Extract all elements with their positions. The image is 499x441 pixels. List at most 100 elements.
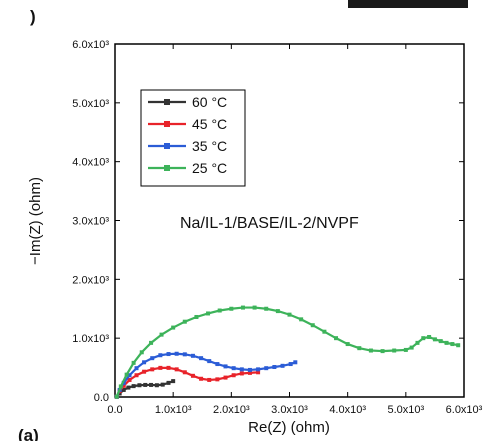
data-point: [174, 351, 179, 356]
data-point: [150, 367, 155, 372]
y-tick-label: 1.0x10³: [72, 333, 109, 345]
series-2: [114, 351, 298, 399]
data-point: [154, 383, 159, 388]
data-point: [126, 385, 131, 390]
legend-label: 25 °C: [192, 160, 227, 176]
data-point: [199, 376, 204, 381]
data-point: [215, 362, 220, 367]
x-tick-label: 2.0x10³: [213, 404, 250, 416]
data-point: [127, 373, 132, 378]
data-point: [127, 377, 132, 382]
legend-swatch-marker: [164, 121, 170, 127]
data-point: [345, 342, 350, 347]
x-tick-label: 1.0x10³: [155, 404, 192, 416]
data-point: [427, 334, 432, 339]
legend-box: [140, 89, 246, 187]
data-point: [450, 342, 455, 347]
data-point: [432, 337, 437, 342]
data-point: [247, 367, 252, 372]
data-point: [131, 360, 136, 365]
data-point: [444, 340, 449, 345]
data-point: [131, 384, 136, 389]
data-point: [158, 353, 163, 358]
data-point: [190, 373, 195, 378]
axis-ticks: 0.0 1.0x10³ 2.0x10³ 3.0x10³ 4.0x10³ 5.0x10³ 6.…: [72, 39, 482, 416]
legend-item: 60 °C: [148, 94, 227, 110]
data-point: [380, 349, 385, 354]
data-point: [150, 356, 155, 361]
data-point: [409, 345, 414, 350]
data-point: [275, 309, 280, 314]
data-point: [118, 384, 123, 389]
data-point: [207, 377, 212, 382]
data-point: [293, 360, 298, 365]
data-point: [280, 363, 285, 368]
data-point: [264, 306, 269, 311]
x-tick-label: 6.0x10³: [446, 404, 483, 416]
series-3: [114, 305, 461, 399]
legend-item: 45 °C: [148, 116, 227, 132]
data-point: [160, 382, 165, 387]
data-point: [114, 394, 119, 399]
data-point: [256, 367, 261, 372]
data-point: [124, 372, 129, 377]
data-point: [272, 364, 277, 369]
x-tick-label: 5.0x10³: [387, 404, 424, 416]
data-point: [206, 311, 211, 316]
series-layer: [114, 305, 461, 399]
legend-item: 35 °C: [148, 138, 227, 154]
series-line: [115, 366, 259, 398]
y-tick-label: 6.0x10³: [72, 39, 109, 51]
x-axis-title: Re(Z) (ohm): [248, 419, 330, 436]
x-tick-label: 4.0x10³: [329, 404, 366, 416]
legend-swatch-marker: [164, 99, 170, 105]
y-tick-label: 5.0x10³: [72, 98, 109, 110]
y-axis-title: −Im(Z) (ohm): [27, 177, 44, 265]
data-point: [438, 339, 443, 344]
data-point: [223, 375, 228, 380]
cropped-dark-block: [348, 0, 468, 8]
data-point: [199, 356, 204, 361]
data-point: [252, 305, 257, 310]
data-point: [287, 312, 292, 317]
y-tick-label: 4.0x10³: [72, 157, 109, 169]
data-point: [158, 365, 163, 370]
data-point: [174, 367, 179, 372]
data-point: [299, 317, 304, 322]
data-point: [190, 353, 195, 358]
data-point: [357, 346, 362, 351]
data-point: [392, 348, 397, 353]
x-tick-label: 0.0: [107, 404, 122, 416]
data-point: [194, 314, 199, 319]
caption-fragment: (a): [18, 426, 39, 441]
legend-label: 45 °C: [192, 116, 227, 132]
data-point: [139, 350, 144, 355]
data-point: [217, 308, 222, 313]
data-point: [288, 362, 293, 367]
data-point: [231, 366, 236, 371]
data-point: [134, 366, 139, 371]
data-point: [223, 364, 228, 369]
legend-label: 60 °C: [192, 94, 227, 110]
data-point: [121, 383, 126, 388]
data-point: [415, 340, 420, 345]
legend-label: 35 °C: [192, 138, 227, 154]
data-point: [421, 336, 426, 341]
data-point: [182, 370, 187, 375]
data-point: [171, 379, 176, 384]
legend-item: 25 °C: [148, 160, 227, 176]
data-point: [171, 325, 176, 330]
data-point: [256, 370, 261, 375]
data-point: [247, 370, 252, 375]
data-point: [166, 365, 171, 370]
data-point: [166, 352, 171, 357]
data-point: [182, 352, 187, 357]
panel-label: ): [30, 7, 36, 26]
data-point: [166, 380, 171, 385]
data-point: [143, 382, 148, 387]
data-point: [134, 373, 139, 378]
data-point: [403, 347, 408, 352]
y-tick-label: 3.0x10³: [72, 216, 109, 228]
data-point: [207, 359, 212, 364]
